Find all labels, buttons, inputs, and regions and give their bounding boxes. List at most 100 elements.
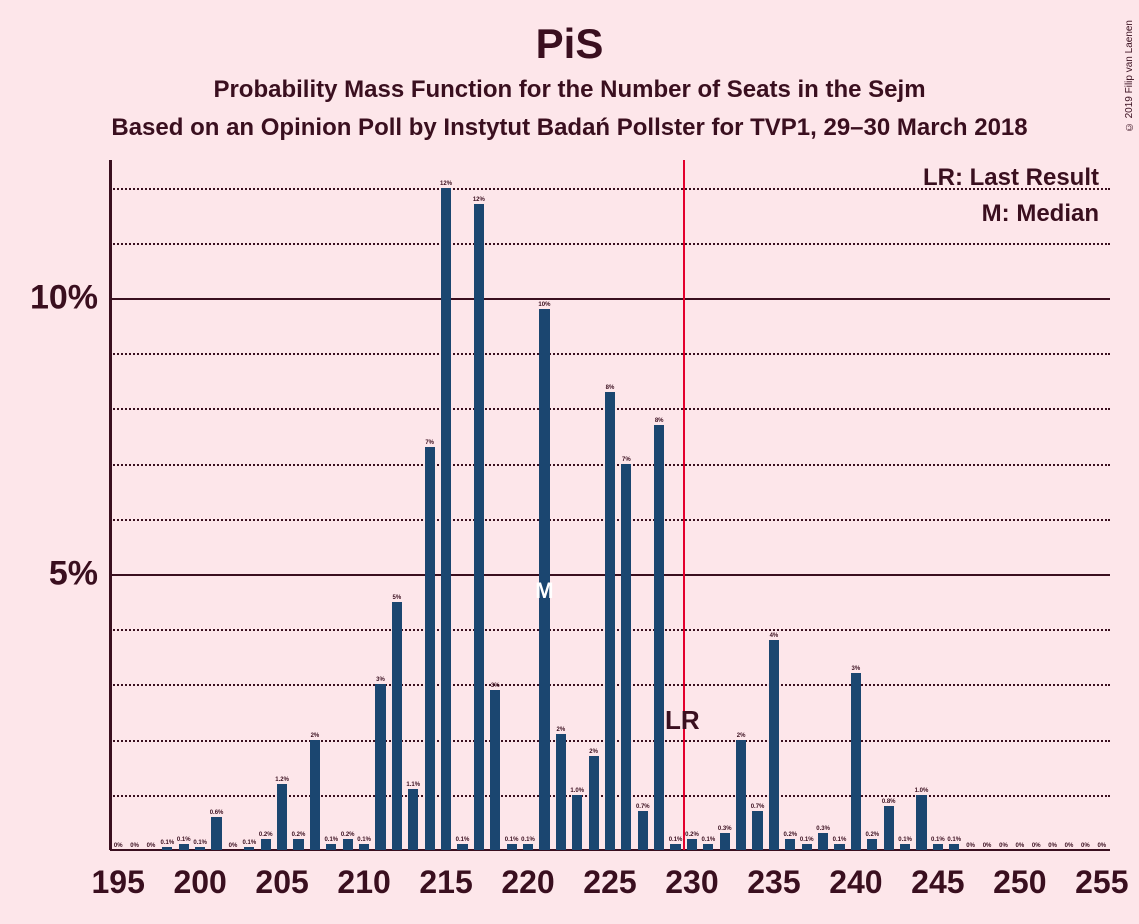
bar-value-label: 4% — [770, 633, 779, 640]
bar-value-label: 10% — [538, 302, 550, 309]
bar-value-label: 0.8% — [882, 799, 896, 806]
bar-value-label: 2% — [556, 727, 565, 734]
bar-value-label: 1.2% — [275, 777, 289, 784]
bar: 0.7% — [638, 811, 648, 850]
bar-value-label: 12% — [440, 181, 452, 188]
bar: 0.1% — [703, 844, 713, 850]
x-tick-label: 200 — [173, 850, 226, 901]
bar: 0.1% — [244, 847, 254, 850]
bar: 0.3% — [818, 833, 828, 850]
bar-value-label: 7% — [425, 440, 434, 447]
bar-value-label: 0.1% — [947, 837, 961, 844]
bar-value-label: 0.1% — [833, 837, 847, 844]
bar-value-label: 3% — [376, 677, 385, 684]
bar: 3% — [851, 673, 861, 850]
bar: 2% — [736, 740, 746, 850]
bar: 12% — [474, 204, 484, 850]
chart-title: PiS — [0, 20, 1139, 68]
bar: 0.7% — [752, 811, 762, 850]
bar-value-label: 7% — [622, 457, 631, 464]
bar: 2% — [589, 756, 599, 850]
bar: 0.2% — [867, 839, 877, 850]
last-result-label: LR — [665, 705, 700, 736]
bar-value-label: 0% — [1081, 843, 1090, 850]
bar-value-label: 5% — [393, 595, 402, 602]
bar: 0.1% — [802, 844, 812, 850]
y-tick-label: 5% — [49, 555, 110, 594]
bar-value-label: 0% — [1097, 843, 1106, 850]
bar-value-label: 2% — [737, 733, 746, 740]
bar: 7% — [425, 447, 435, 850]
bar-value-label: 0.3% — [816, 826, 830, 833]
bar-value-label: 0.1% — [521, 837, 535, 844]
bar-value-label: 0% — [1048, 843, 1057, 850]
x-tick-label: 250 — [993, 850, 1046, 901]
bar-value-label: 8% — [655, 418, 664, 425]
bar-value-label: 0% — [966, 843, 975, 850]
bar-value-label: 0.7% — [636, 804, 650, 811]
bar: 1.2% — [277, 784, 287, 850]
bar-value-label: 0.3% — [718, 826, 732, 833]
bar: 0.8% — [884, 806, 894, 850]
x-tick-label: 255 — [1075, 850, 1128, 901]
bar: 0.1% — [900, 844, 910, 850]
bar-value-label: 0.6% — [210, 810, 224, 817]
y-tick-label: 10% — [30, 279, 110, 318]
bar: 2% — [556, 734, 566, 850]
bar: 5% — [392, 602, 402, 850]
bar-value-label: 0% — [1032, 843, 1041, 850]
bar-value-label: 0.1% — [800, 837, 814, 844]
bar: 0.1% — [670, 844, 680, 850]
bar-value-label: 2% — [311, 733, 320, 740]
bar-value-label: 0% — [229, 843, 238, 850]
bar-value-label: 0.1% — [898, 837, 912, 844]
x-tick-label: 205 — [255, 850, 308, 901]
bar-value-label: 0.1% — [931, 837, 945, 844]
chart-subtitle-2: Based on an Opinion Poll by Instytut Bad… — [0, 114, 1139, 142]
gridline-minor — [110, 188, 1110, 190]
x-tick-label: 225 — [583, 850, 636, 901]
x-tick-label: 210 — [337, 850, 390, 901]
bar-value-label: 0.2% — [865, 832, 879, 839]
bar: 0.2% — [687, 839, 697, 850]
gridline-minor — [110, 243, 1110, 245]
y-axis-line — [109, 160, 112, 850]
bar-value-label: 12% — [473, 197, 485, 204]
bar-value-label: 0% — [114, 843, 123, 850]
bar-value-label: 8% — [606, 385, 615, 392]
bar: 0.1% — [179, 844, 189, 850]
bar-value-label: 0.2% — [685, 832, 699, 839]
bar-value-label: 0.1% — [177, 837, 191, 844]
bar: 0.2% — [785, 839, 795, 850]
x-tick-label: 220 — [501, 850, 554, 901]
bar-value-label: 1.1% — [406, 782, 420, 789]
bar: 1.0% — [916, 795, 926, 850]
bar: 3% — [375, 684, 385, 850]
bar: 0.2% — [343, 839, 353, 850]
bar: 0.1% — [457, 844, 467, 850]
bar-value-label: 0.1% — [505, 837, 519, 844]
bar: 0.2% — [293, 839, 303, 850]
bar: 8% — [654, 425, 664, 850]
plot-area: 5%10%19520020521021522022523023524024525… — [110, 160, 1110, 850]
x-tick-label: 230 — [665, 850, 718, 901]
bar: 0.1% — [834, 844, 844, 850]
x-tick-label: 215 — [419, 850, 472, 901]
bar-value-label: 0% — [130, 843, 139, 850]
median-marker: M — [535, 578, 553, 604]
bar: 0.6% — [211, 817, 221, 850]
bar-value-label: 0.2% — [259, 832, 273, 839]
bar-value-label: 0.1% — [161, 840, 175, 847]
bar: 0.1% — [326, 844, 336, 850]
x-tick-label: 235 — [747, 850, 800, 901]
bar-value-label: 0.1% — [702, 837, 716, 844]
bar: 0.1% — [162, 847, 172, 850]
bar-value-label: 3% — [852, 666, 861, 673]
chart-subtitle-1: Probability Mass Function for the Number… — [0, 76, 1139, 104]
bar: 7% — [621, 464, 631, 850]
gridline-minor — [110, 353, 1110, 355]
bar-value-label: 0.1% — [193, 840, 207, 847]
bar-value-label: 0.1% — [242, 840, 256, 847]
bar: 1.1% — [408, 789, 418, 850]
bar-value-label: 0% — [147, 843, 156, 850]
